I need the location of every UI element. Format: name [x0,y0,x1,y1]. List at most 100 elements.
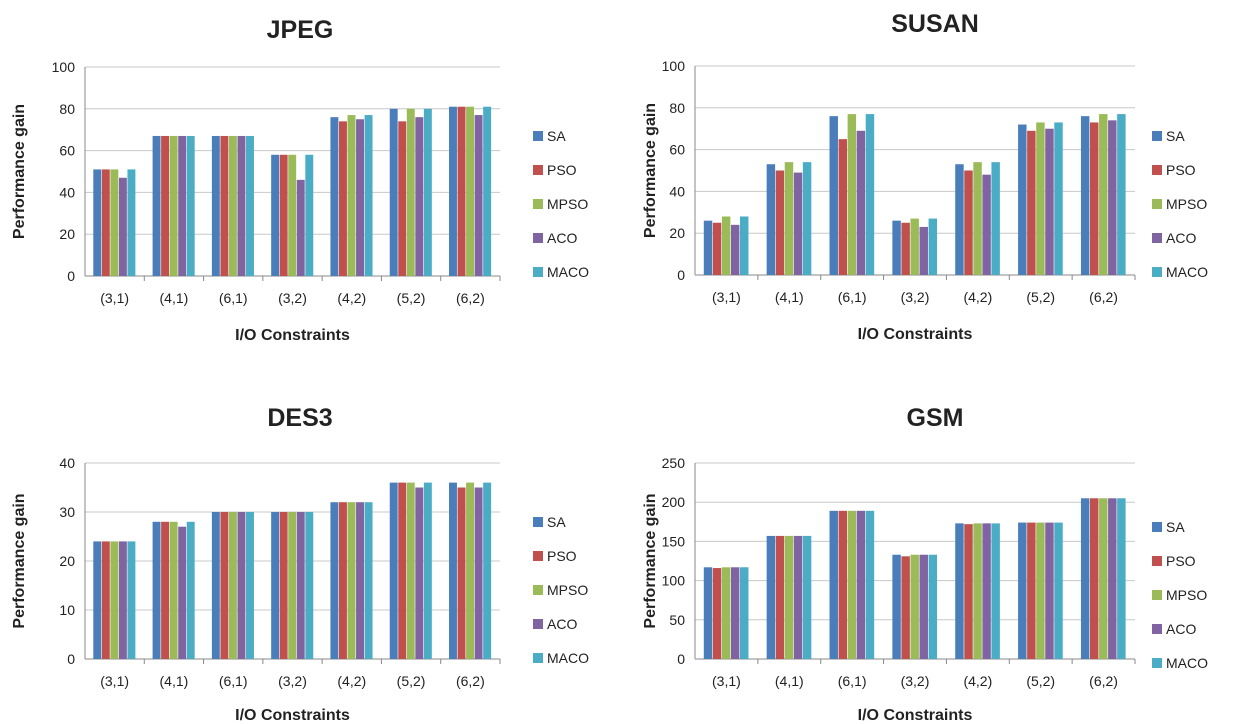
chart-des3-legend-swatch-pso [533,551,543,561]
chart-jpeg-bar-maco [423,108,432,276]
chart-gsm-svg: GSM 0 50 100 150 200 250 (3,1) (4,1) (6,1) (3,2) (4… [642,404,1208,724]
chart-gsm-ytick-label: 0 [677,651,685,667]
chart-jpeg-bar-maco [186,135,195,276]
chart-des3-bar-aco [237,512,246,659]
chart-des3-xtick-label: (3,1) [100,673,129,689]
chart-susan-bar-sa [955,164,964,275]
chart-gsm-bar-maco [865,510,875,659]
chart-gsm-bar-mpso [1099,498,1108,659]
chart-gsm-legend-swatch-sa [1152,522,1162,532]
chart-susan-bar-mpso [973,162,982,275]
chart-des3-bar-maco [483,482,492,659]
chart-susan-bar-aco [730,224,740,275]
chart-jpeg-bar-sa [271,154,280,276]
chart-susan-bar-sa [703,220,713,275]
chart-gsm: GSM 0 50 100 150 200 250 (3,1) (4,1) (6,1) (3,2) (4… [635,394,1242,724]
chart-susan-xtick-label: (5,2) [1026,289,1055,305]
chart-susan-bar-mpso [910,218,919,275]
chart-jpeg-xtick-label: (3,1) [100,290,129,306]
chart-gsm-bar-mpso [910,554,919,659]
chart-gsm-legend-label-pso: PSO [1166,553,1196,569]
chart-susan-bar-pso [964,170,973,275]
chart-gsm-xtick-label: (4,1) [775,673,804,689]
chart-des3-ytick-label: 20 [59,553,75,569]
chart-des3-bar-aco [296,512,305,659]
chart-gsm-bar-aco [1108,498,1117,659]
chart-gsm-xtick-label: (5,2) [1026,673,1055,689]
chart-jpeg-legend-swatch-maco [533,267,543,277]
chart-jpeg-bar-pso [161,135,170,276]
chart-des3-bar-aco [474,487,483,659]
chart-des3-xlabel: I/O Constraints [235,707,350,724]
chart-jpeg-xtick-label: (3,2) [278,290,307,306]
chart-susan-xtick-label: (3,1) [712,289,741,305]
chart-jpeg-xtick-label: (6,1) [219,290,248,306]
chart-susan-bar-pso [901,222,910,275]
chart-susan-bar-sa [1018,124,1027,276]
chart-susan-ytick-label: 80 [669,100,685,116]
chart-jpeg-legend-label-pso: PSO [547,162,577,178]
chart-gsm-bar-pso [838,510,848,659]
chart-susan-bar-pso [712,222,722,275]
chart-jpeg-xtick-label: (6,2) [456,290,485,306]
chart-susan-legend-swatch-aco [1152,233,1162,243]
chart-jpeg-bar-pso [338,121,347,276]
chart-susan-bar-aco [1045,128,1054,275]
chart-gsm-bar-aco [919,554,928,659]
chart-jpeg-bar-pso [457,106,466,277]
chart-des3-title: DES3 [267,404,332,432]
chart-gsm-bar-mpso [847,510,857,659]
chart-gsm-legend-label-mpso: MPSO [1166,587,1207,603]
chart-jpeg-bar-mpso [169,135,178,276]
chart-jpeg-bar-sa [152,135,161,276]
chart-jpeg-bar-mpso [406,108,415,276]
chart-jpeg-bar-mpso [110,169,119,276]
chart-des3-bar-mpso [169,521,178,659]
chart-susan-svg: SUSAN 0 20 40 60 80 100 (3,1) (4,1) (6,1) (3,2) (4,… [642,10,1208,343]
chart-jpeg-bar-maco [305,154,314,276]
chart-jpeg-svg: JPEG 0 20 40 60 80 100 (3,1) (4,1) (6,1) (3,2) (4,2… [11,16,589,344]
chart-des3-bar-sa [152,521,161,659]
chart-jpeg-bar-pso [398,121,407,276]
chart-gsm-bar-pso [1027,522,1036,659]
chart-jpeg-bar-mpso [466,106,475,277]
chart-jpeg-bar-sa [211,135,220,276]
chart-gsm-ytick-label: 100 [662,573,686,589]
chart-jpeg-bar-sa [330,117,339,276]
chart-des3-bar-pso [279,512,288,659]
chart-jpeg-bar-maco [483,106,492,277]
chart-gsm-legend-swatch-mpso [1152,590,1162,600]
chart-des3-ytick-label: 0 [67,651,75,667]
chart-susan-bar-aco [856,130,866,275]
chart-des3-bar-pso [101,541,110,659]
chart-gsm-bar-sa [766,535,776,659]
chart-des3-svg: DES3 0 10 20 30 40 (3,1) (4,1) (6,1) (3,2) (4,2) (5… [11,404,589,724]
chart-susan-ytick-label: 60 [669,142,685,158]
chart-des3-bar-pso [220,512,229,659]
chart-jpeg-xtick-label: (4,2) [337,290,366,306]
chart-susan-legend-label-pso: PSO [1166,162,1196,178]
chart-gsm-bar-maco [991,523,1000,659]
chart-jpeg-bar-maco [127,169,136,276]
chart-gsm-bar-sa [703,567,713,659]
chart-des3-legend-swatch-sa [533,517,543,527]
chart-des3-ytick-label: 10 [59,602,75,618]
chart-des3-bar-maco [186,521,195,659]
chart-susan-bar-sa [892,220,901,275]
chart-gsm-bar-maco [740,567,749,659]
chart-susan-xtick-label: (6,1) [838,289,867,305]
chart-susan-bar-pso [775,170,785,275]
chart-gsm-xtick-label: (3,1) [712,673,741,689]
chart-gsm-legend-swatch-pso [1152,556,1162,566]
chart-gsm-bar-sa [892,554,901,659]
chart-jpeg-bar-pso [101,169,110,276]
chart-gsm-xtick-label: (6,2) [1089,673,1118,689]
chart-susan-bar-pso [838,139,848,275]
chart-gsm-bar-sa [1018,522,1027,659]
chart-susan-bar-aco [793,172,803,275]
chart-susan-bar-maco [865,114,875,275]
chart-gsm-xtick-label: (4,2) [963,673,992,689]
chart-jpeg: JPEG 0 20 40 60 80 100 (3,1) (4,1) (6,1) (3,2) (4,2… [0,0,621,362]
chart-gsm-legend-label-sa: SA [1166,519,1185,535]
chart-des3-bar-aco [118,541,127,659]
